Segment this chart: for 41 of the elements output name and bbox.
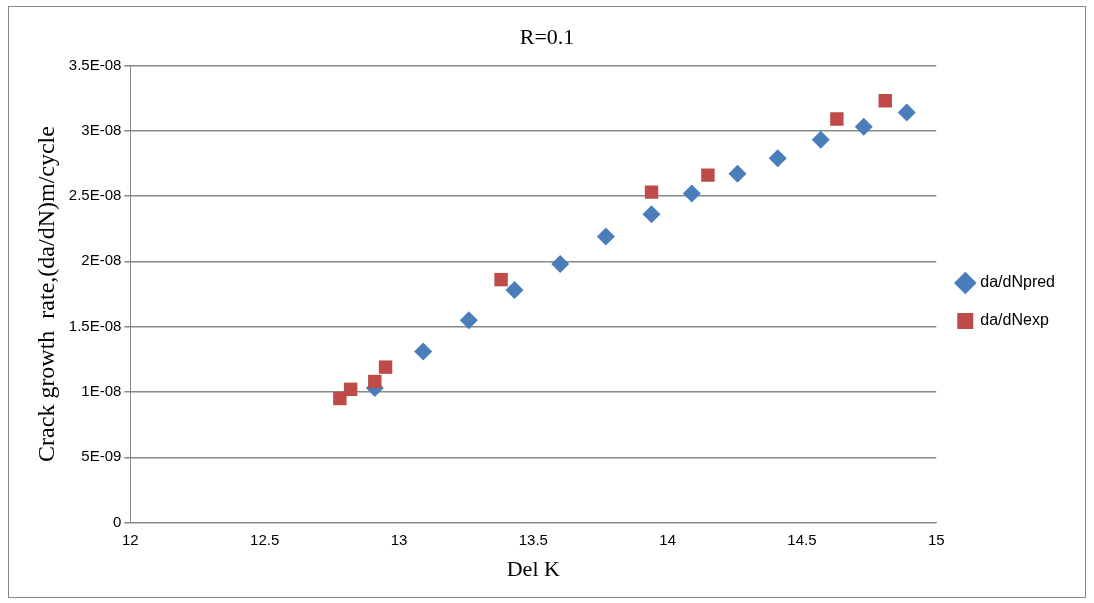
point bbox=[343, 382, 358, 397]
x-tick-label: 12 bbox=[121, 530, 139, 548]
y-tick-label: 3E-08 bbox=[81, 120, 122, 138]
point bbox=[414, 342, 433, 361]
point bbox=[811, 130, 830, 149]
legend-label: da/dNpred bbox=[980, 273, 1055, 291]
point bbox=[768, 149, 787, 168]
point bbox=[378, 360, 393, 374]
y-axis-title: Crack growth rate,(da/dN)m/cycle bbox=[32, 126, 59, 462]
x-tick-label: 14 bbox=[659, 530, 676, 548]
y-tick-label: 3.5E-08 bbox=[68, 55, 122, 73]
point bbox=[701, 168, 715, 182]
y-tick-label: 2.5E-08 bbox=[68, 186, 122, 204]
point bbox=[551, 254, 570, 273]
point bbox=[897, 103, 916, 122]
point bbox=[333, 391, 347, 406]
y-tick-label: 1.5E-08 bbox=[68, 316, 122, 334]
point bbox=[644, 185, 659, 199]
x-tick-label: 15 bbox=[927, 530, 945, 548]
y-tick-label: 2E-08 bbox=[81, 251, 122, 269]
x-tick-label: 13 bbox=[390, 530, 408, 548]
point bbox=[642, 205, 661, 224]
x-tick-label: 13.5 bbox=[518, 530, 548, 548]
point bbox=[728, 164, 747, 183]
x-tick-label: 14.5 bbox=[787, 530, 817, 548]
y-tick-label: 0 bbox=[112, 512, 122, 530]
point bbox=[368, 374, 382, 389]
point bbox=[505, 281, 524, 300]
point bbox=[596, 227, 615, 246]
chart-title: R=0.1 bbox=[519, 23, 575, 49]
legend-label: da/dNexp bbox=[980, 311, 1049, 329]
point bbox=[494, 272, 508, 287]
point bbox=[682, 184, 701, 203]
y-tick-label: 1E-08 bbox=[81, 382, 122, 400]
y-tick-label: 5E-09 bbox=[81, 447, 122, 465]
point bbox=[459, 311, 478, 330]
x-tick-label: 12.5 bbox=[250, 530, 280, 548]
x-axis-title: Del K bbox=[506, 555, 560, 581]
point bbox=[854, 117, 873, 136]
point bbox=[830, 112, 844, 126]
point bbox=[878, 93, 892, 108]
